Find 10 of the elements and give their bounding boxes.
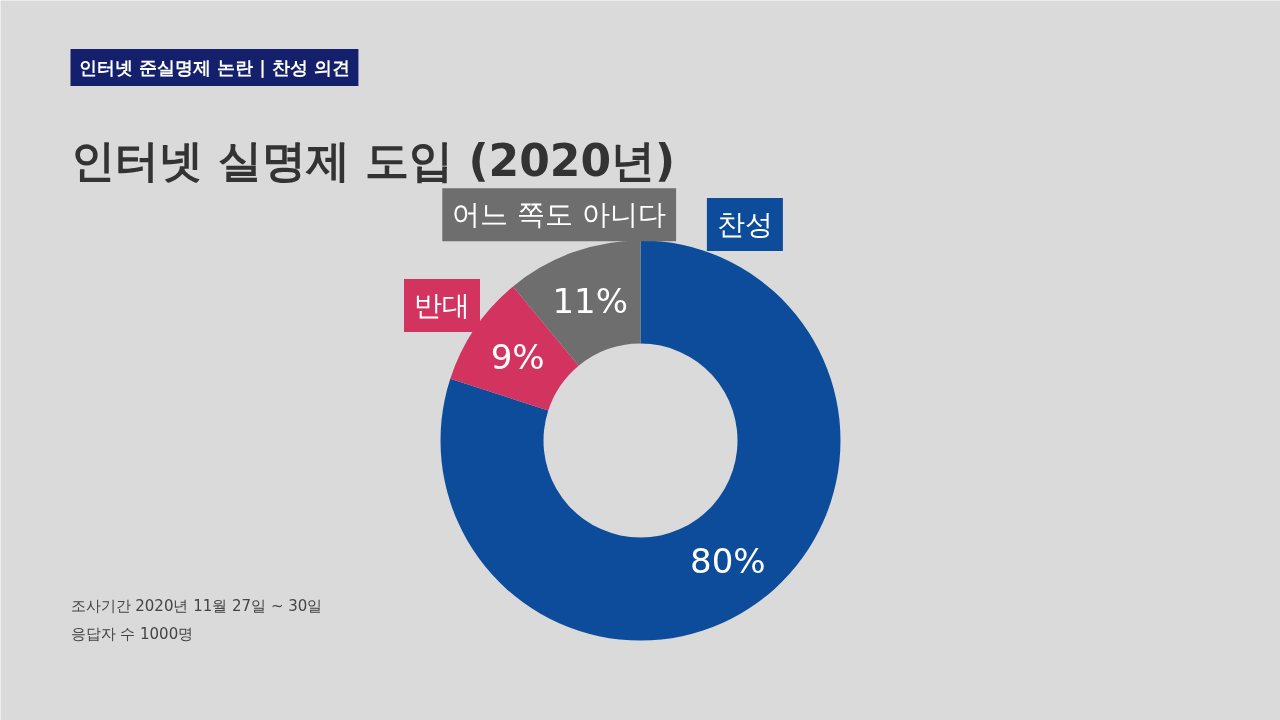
slice-label: 반대 [414,289,470,323]
data-label: 9% [490,337,545,378]
text: 응답자 수 1000명 [70,624,194,643]
slice-label: 어느 쪽도 아니다 [452,198,667,232]
text: 조사기간 2020년 11월 27일 ~ 30일 [70,596,323,615]
slice-label: 찬성 [716,207,773,241]
data-label: 80% [690,540,766,581]
data-label: 11% [552,280,628,321]
chart-title: 인터넷 실명제 도입 (2020년) [70,135,676,186]
text: 인터넷 준실명제 논란 | 찬성 의견 [78,57,351,78]
